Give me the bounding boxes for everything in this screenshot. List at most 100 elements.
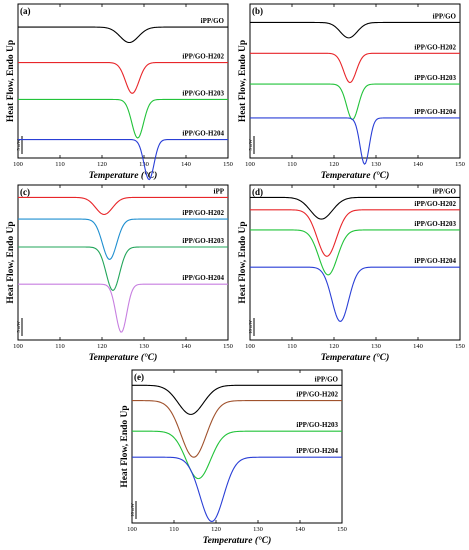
x-tick-label: 100: [245, 343, 255, 350]
y-axis-label: Heat Flow, Endo Up: [6, 221, 16, 303]
x-tick-label: 120: [329, 343, 339, 350]
series-line: [132, 456, 342, 523]
series-line: [250, 209, 460, 257]
series-label: iPP/GO-H203: [296, 421, 338, 429]
plot-frame: [249, 184, 461, 341]
x-tick-label: 110: [55, 343, 65, 350]
y-axis-label: Heat Flow, Endo Up: [238, 40, 248, 122]
panel-letter: (a): [20, 6, 31, 16]
series-label: iPP/GO-H203: [182, 89, 224, 97]
x-tick-label: 130: [371, 161, 381, 168]
panel-5: 100 110 120 130 140 150 Temperature (°C) Heat F…: [120, 369, 347, 546]
series-line: [18, 196, 228, 216]
scale-bar-label: 5 mW: [16, 139, 21, 151]
series-label: iPP: [214, 187, 225, 195]
series-label: iPP/GO-H202: [414, 43, 456, 51]
series-line: [18, 218, 228, 260]
series-label: iPP/GO: [201, 17, 225, 25]
series-line: [18, 246, 228, 291]
series-line: [18, 138, 228, 181]
x-axis-label: Temperature (°C): [203, 535, 272, 546]
y-axis-label: Heat Flow, Endo Up: [120, 405, 130, 487]
x-tick-label: 120: [97, 343, 107, 350]
series-label: iPP/GO-H202: [414, 200, 456, 208]
series-label: iPP/GO-H204: [296, 447, 338, 455]
x-tick-label: 110: [287, 161, 297, 168]
series-label: iPP/GO: [315, 375, 339, 383]
x-tick-label: 140: [181, 343, 191, 350]
x-tick-label: 130: [139, 343, 149, 350]
x-axis-label: Temperature (°C): [89, 352, 158, 363]
series-line: [250, 52, 460, 84]
x-tick-label: 140: [413, 161, 423, 168]
y-axis-label: Heat Flow, Endo Up: [6, 40, 16, 122]
series-line: [18, 26, 228, 44]
series-line: [250, 196, 460, 220]
x-axis-label: Temperature (°C): [321, 352, 390, 363]
series-label: iPP/GO-H202: [296, 391, 338, 399]
series-line: [18, 98, 228, 139]
series-label: iPP/GO: [433, 187, 457, 195]
x-tick-label: 120: [329, 161, 339, 168]
series-label: iPP/GO-H204: [414, 257, 456, 265]
x-tick-label: 140: [181, 161, 191, 168]
panel-letter: (b): [252, 6, 263, 16]
x-tick-label: 150: [455, 343, 465, 350]
plot-frame: [131, 369, 343, 524]
x-tick-label: 100: [13, 161, 23, 168]
scale-bar-label: 10 mW: [130, 503, 135, 517]
x-tick-label: 100: [13, 343, 23, 350]
panel-2: 100 110 120 130 140 150 Temperature (°C) Heat F…: [238, 3, 465, 181]
panel-3: 100 110 120 130 140 150 Temperature (°C) Heat F…: [6, 184, 233, 363]
x-tick-label: 130: [253, 526, 263, 533]
x-tick-label: 140: [295, 526, 305, 533]
x-tick-label: 150: [455, 161, 465, 168]
x-tick-label: 150: [223, 343, 233, 350]
x-tick-label: 110: [287, 343, 297, 350]
plot-frame: [17, 184, 229, 341]
panel-letter: (d): [252, 187, 263, 197]
series-label: iPP/GO-H202: [182, 209, 224, 217]
scale-bar-label: 5 mW: [248, 139, 253, 151]
x-tick-label: 100: [245, 161, 255, 168]
series-line: [250, 117, 460, 165]
series-line: [132, 400, 342, 458]
panel-letter: (e): [134, 372, 144, 382]
series-line: [250, 266, 460, 322]
x-tick-label: 150: [223, 161, 233, 168]
series-label: iPP/GO-H203: [414, 220, 456, 228]
series-label: iPP/GO: [433, 12, 457, 20]
plot-frame: [17, 3, 229, 159]
series-line: [132, 430, 342, 480]
series-line: [250, 229, 460, 276]
series-line: [18, 283, 228, 333]
panel-4: 100 110 120 130 140 150 Temperature (°C) Heat F…: [238, 184, 465, 363]
x-tick-label: 110: [169, 526, 179, 533]
series-label: iPP/GO-H202: [182, 53, 224, 61]
series-label: iPP/GO-H204: [182, 274, 224, 282]
x-tick-label: 110: [55, 161, 65, 168]
series-label: iPP/GO-H204: [182, 130, 224, 138]
x-tick-label: 120: [97, 161, 107, 168]
panel-letter: (c): [20, 187, 30, 197]
x-tick-label: 100: [127, 526, 137, 533]
x-tick-label: 150: [337, 526, 347, 533]
series-label: iPP/GO-H203: [182, 237, 224, 245]
x-axis-label: Temperature (°C): [89, 170, 158, 181]
x-tick-label: 140: [413, 343, 423, 350]
series-line: [250, 21, 460, 39]
x-tick-label: 130: [371, 343, 381, 350]
series-label: iPP/GO-H203: [414, 74, 456, 82]
series-label: iPP/GO-H204: [414, 108, 456, 116]
scale-bar-label: 5 mW: [16, 321, 21, 333]
scale-bar-label: 10 mW: [248, 320, 253, 334]
x-tick-label: 120: [211, 526, 221, 533]
plot-frame: [249, 3, 461, 159]
series-line: [18, 61, 228, 94]
y-axis-label: Heat Flow, Endo Up: [238, 221, 248, 303]
x-axis-label: Temperature (°C): [321, 170, 390, 181]
series-line: [250, 83, 460, 120]
series-line: [132, 384, 342, 415]
